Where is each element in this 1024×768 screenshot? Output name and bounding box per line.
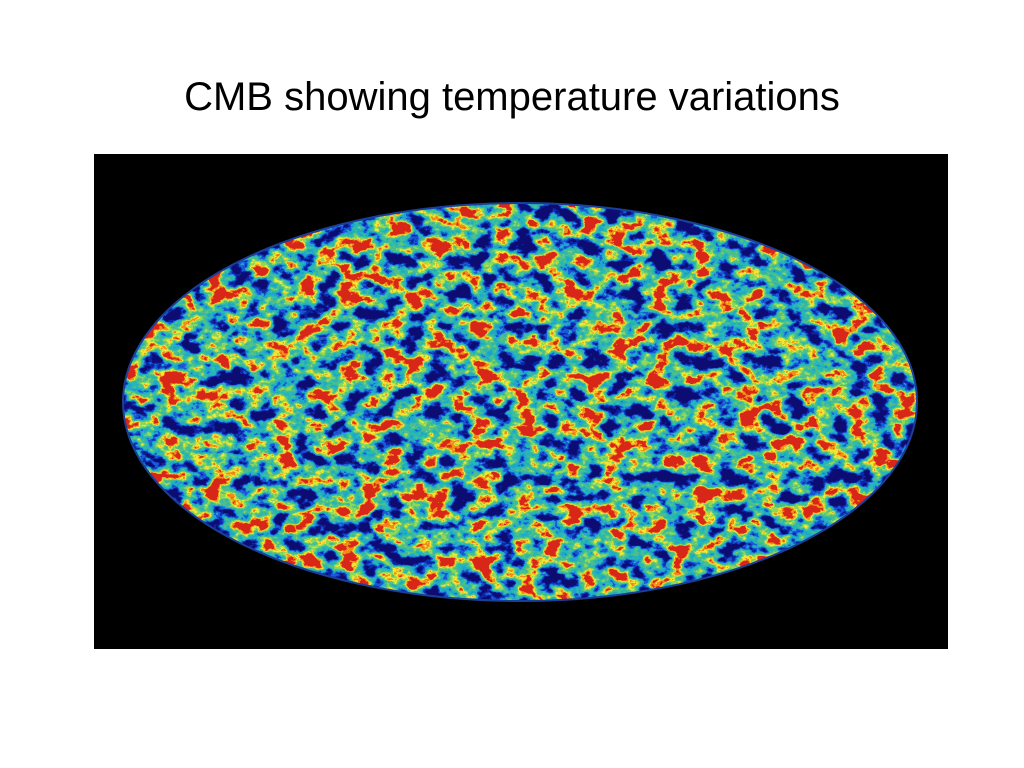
cmb-image bbox=[94, 154, 948, 649]
sky-edge bbox=[122, 202, 918, 602]
sky-map bbox=[123, 203, 917, 601]
temperature-pattern bbox=[123, 203, 917, 601]
slide-title: CMB showing temperature variations bbox=[184, 75, 840, 119]
